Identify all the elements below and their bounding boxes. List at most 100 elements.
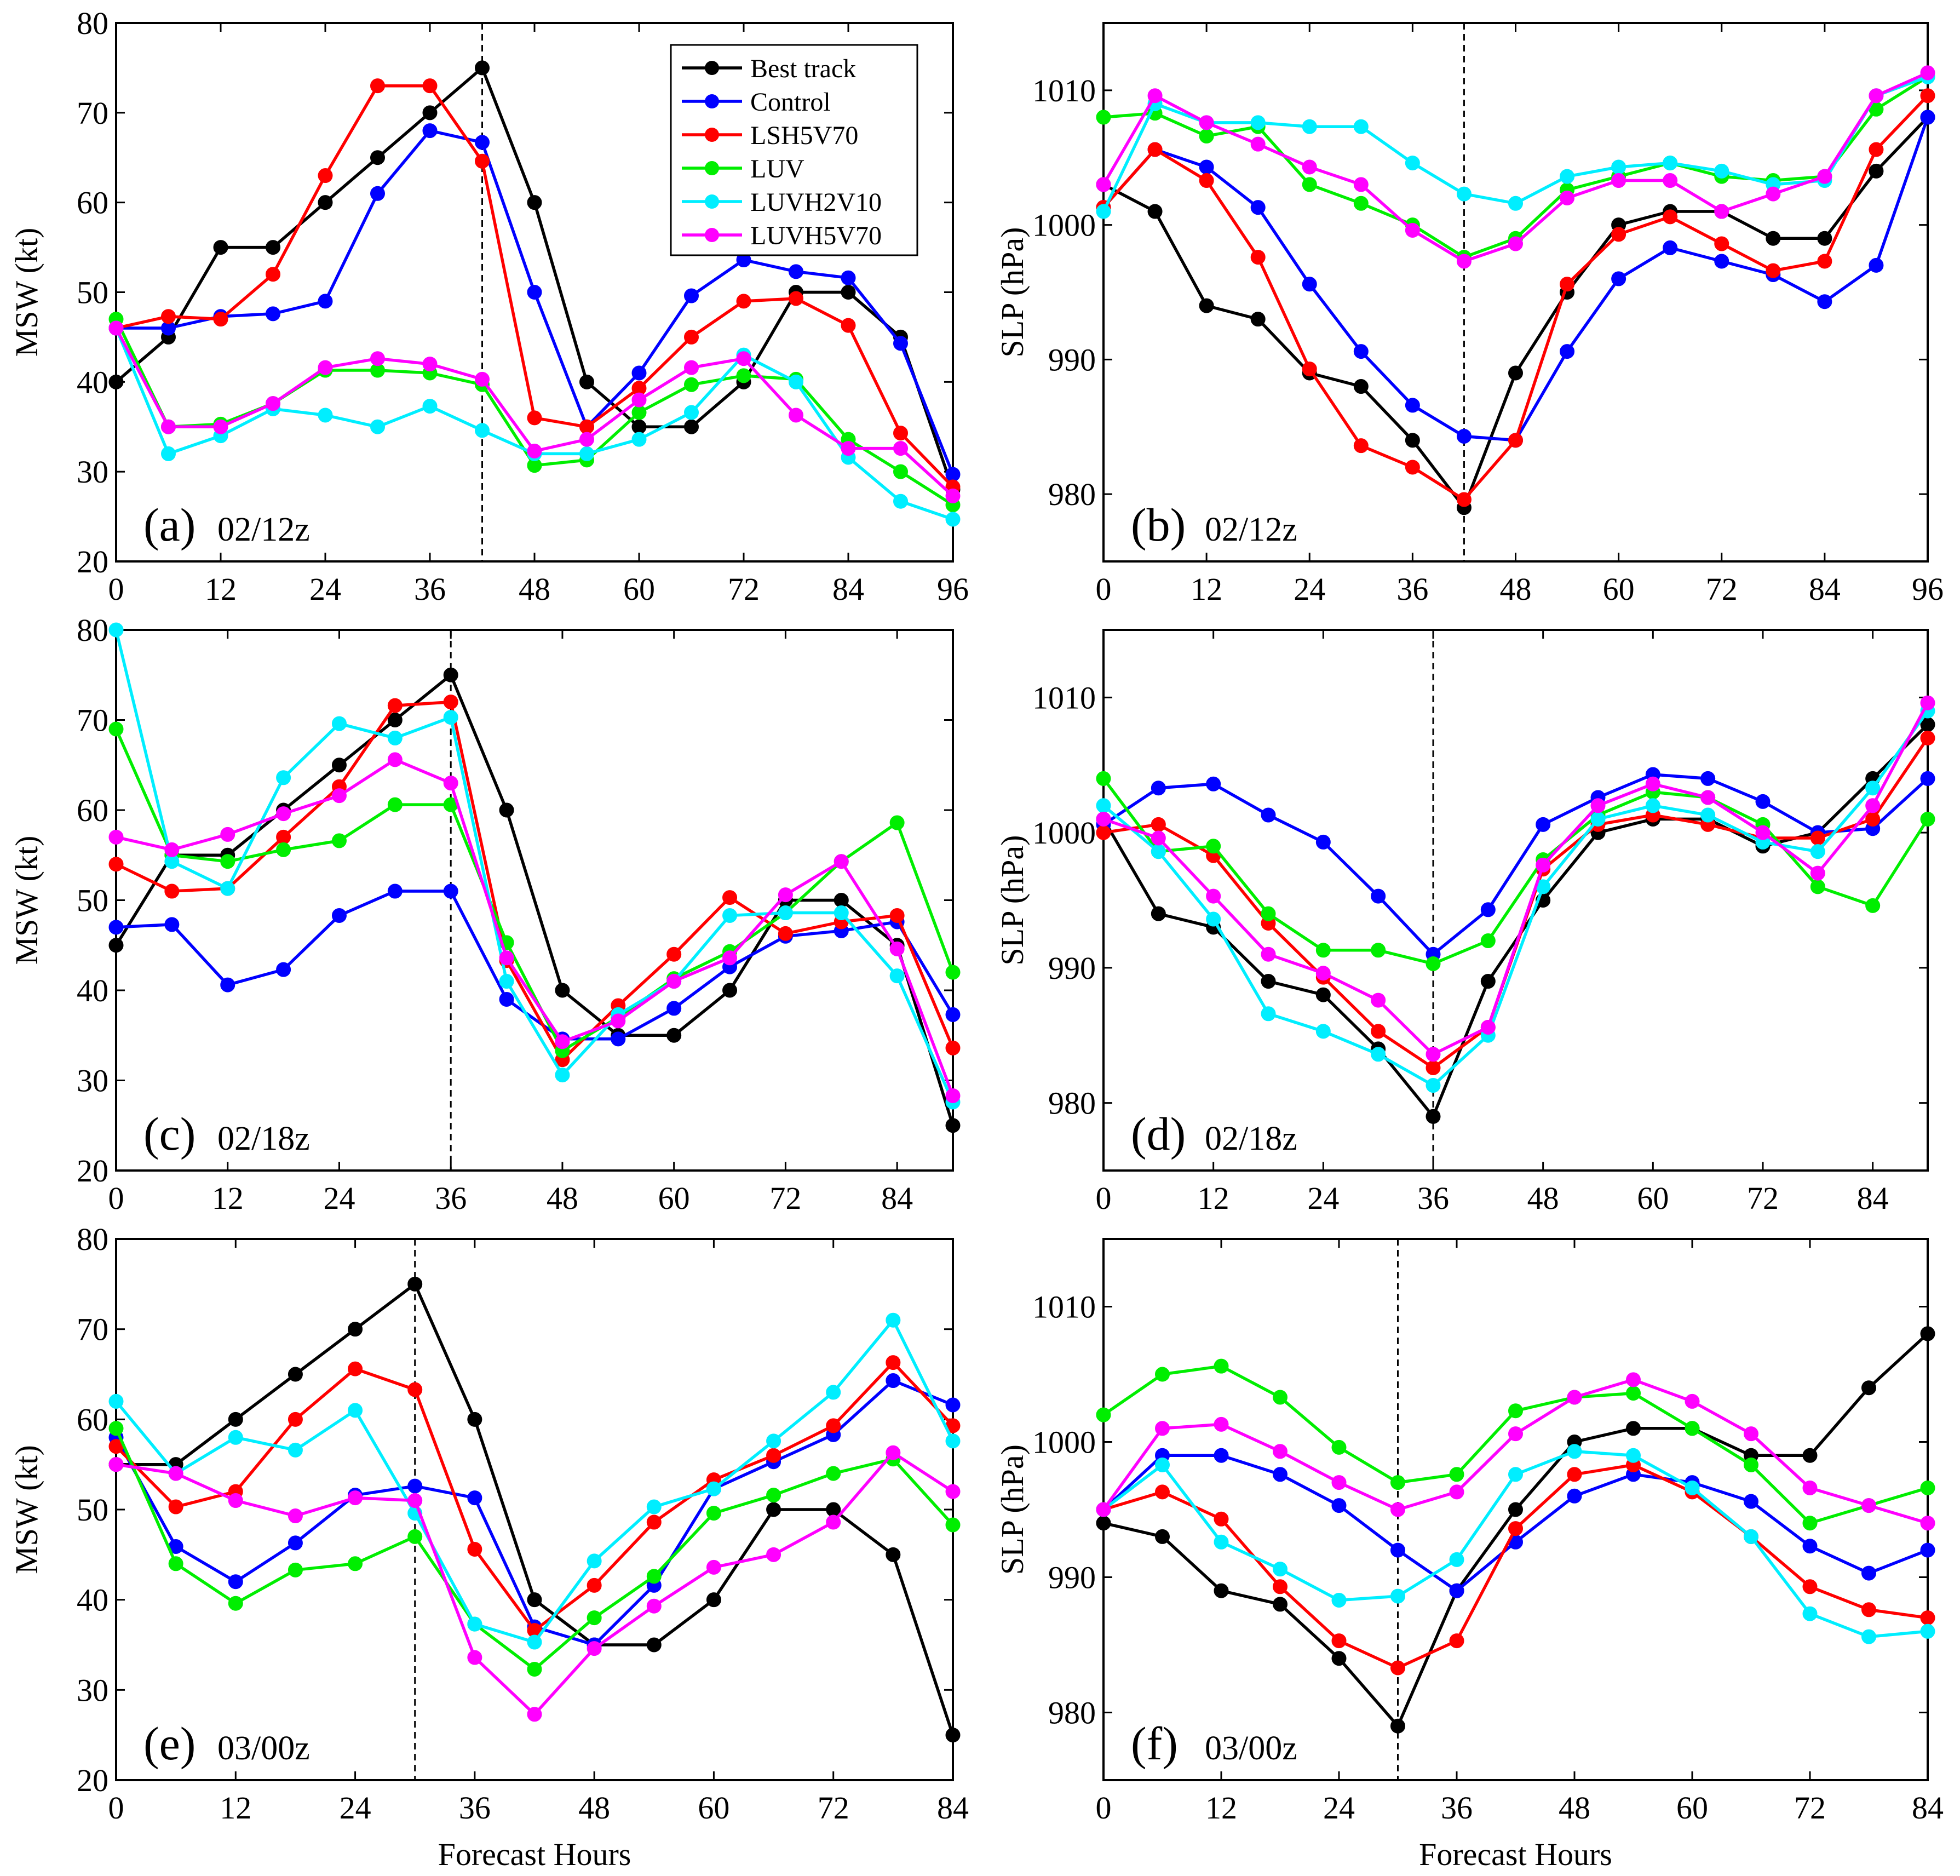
x-tick-label: 72 bbox=[818, 1790, 849, 1826]
legend-item: Best track bbox=[682, 54, 856, 83]
data-point bbox=[1302, 119, 1317, 134]
x-tick-label: 72 bbox=[1747, 1180, 1779, 1216]
data-point bbox=[1920, 1480, 1935, 1495]
data-point bbox=[1744, 1457, 1758, 1472]
legend-label: Control bbox=[750, 88, 831, 117]
data-point bbox=[475, 60, 490, 76]
x-tick-label: 60 bbox=[1676, 1790, 1708, 1826]
data-point bbox=[1250, 312, 1266, 327]
init-time-label: 02/18z bbox=[1205, 1120, 1297, 1157]
data-point bbox=[331, 788, 347, 804]
data-point bbox=[168, 1499, 183, 1514]
data-point bbox=[1626, 1421, 1641, 1436]
y-tick-label: 990 bbox=[1048, 342, 1096, 377]
data-point bbox=[1920, 1516, 1935, 1531]
x-tick-label: 48 bbox=[547, 1180, 578, 1216]
data-point bbox=[1199, 115, 1214, 130]
data-point bbox=[826, 1466, 841, 1481]
data-point bbox=[1096, 798, 1111, 813]
data-point bbox=[1920, 1542, 1935, 1558]
data-point bbox=[108, 374, 124, 389]
data-point bbox=[387, 752, 403, 767]
data-point bbox=[555, 983, 570, 998]
legend-marker bbox=[705, 94, 719, 108]
data-point bbox=[422, 357, 438, 372]
data-point bbox=[164, 917, 180, 932]
series-line bbox=[1103, 702, 1929, 1056]
data-point bbox=[228, 1574, 243, 1590]
data-point bbox=[161, 446, 176, 461]
y-tick-label: 30 bbox=[77, 1672, 108, 1708]
x-tick-label: 36 bbox=[414, 571, 446, 607]
data-point bbox=[579, 432, 594, 447]
data-point bbox=[443, 710, 458, 725]
data-point bbox=[1390, 1718, 1405, 1734]
data-point bbox=[1302, 277, 1317, 292]
data-point bbox=[611, 1031, 626, 1047]
data-point bbox=[1810, 844, 1825, 859]
data-point bbox=[706, 1592, 721, 1608]
legend-item: Control bbox=[682, 88, 831, 117]
data-point bbox=[1353, 344, 1369, 359]
data-point bbox=[1920, 695, 1935, 710]
data-point bbox=[108, 721, 124, 737]
chart-panel-c: 0 12 24 36 48 60 72 84 20 30 40 50 60 70 80 MSW (kt) (c)… bbox=[9, 612, 961, 1216]
y-tick-label: 40 bbox=[77, 364, 108, 400]
data-point bbox=[1151, 781, 1166, 796]
data-point bbox=[422, 78, 438, 94]
data-point bbox=[1802, 1516, 1818, 1531]
data-point bbox=[1426, 1047, 1441, 1062]
data-point bbox=[1096, 1407, 1111, 1422]
data-point bbox=[1508, 433, 1523, 448]
data-point bbox=[587, 1553, 602, 1569]
legend: Best track Control LSH5V70 LUV LUVH2V10 LUVH5… bbox=[670, 44, 918, 256]
data-point bbox=[475, 153, 490, 169]
data-point bbox=[945, 1088, 961, 1103]
y-tick-label: 20 bbox=[77, 1153, 108, 1189]
data-point bbox=[276, 842, 291, 857]
legend-label: LUVH2V10 bbox=[750, 188, 882, 217]
panel-label: (f) bbox=[1131, 1717, 1178, 1770]
data-point bbox=[1714, 254, 1729, 269]
data-point bbox=[1155, 1457, 1170, 1472]
data-point bbox=[527, 285, 542, 300]
data-point bbox=[1214, 1416, 1229, 1432]
x-tick-label: 48 bbox=[519, 571, 550, 607]
data-point bbox=[1626, 1386, 1641, 1401]
chart-panel-e: 0 12 24 36 48 60 72 84 20 30 40 50 60 70 80 MSW (kt) For… bbox=[9, 1221, 969, 1872]
x-tick-label: 36 bbox=[1417, 1180, 1449, 1216]
x-tick-label: 84 bbox=[1912, 1790, 1944, 1826]
legend-item: LUVH5V70 bbox=[682, 221, 882, 250]
data-point bbox=[266, 240, 280, 255]
data-point bbox=[1155, 1529, 1170, 1544]
data-point bbox=[220, 977, 235, 992]
x-tick-label: 60 bbox=[1637, 1180, 1669, 1216]
data-point bbox=[318, 360, 333, 375]
x-tick-label: 24 bbox=[309, 571, 341, 607]
data-point bbox=[841, 318, 856, 333]
y-tick-label: 30 bbox=[77, 454, 108, 490]
data-point bbox=[370, 150, 385, 165]
data-point bbox=[1250, 136, 1266, 152]
data-point bbox=[164, 842, 180, 857]
data-point bbox=[1869, 142, 1884, 157]
data-point bbox=[499, 802, 514, 818]
data-point bbox=[1802, 1579, 1818, 1594]
y-tick-label: 1000 bbox=[1032, 1425, 1096, 1460]
data-point bbox=[1331, 1633, 1347, 1649]
data-point bbox=[587, 1577, 602, 1593]
data-point bbox=[1865, 798, 1881, 813]
data-point bbox=[288, 1562, 303, 1577]
chart-panel-d: 0 12 24 36 48 60 72 84 980 990 1000 1010 SLP (hPa) (d… bbox=[995, 629, 1935, 1216]
data-point bbox=[370, 351, 385, 366]
data-point bbox=[220, 827, 235, 842]
data-point bbox=[348, 1361, 363, 1376]
data-point bbox=[1449, 1552, 1464, 1567]
data-point bbox=[1590, 811, 1606, 827]
data-point bbox=[1567, 1467, 1582, 1482]
data-point bbox=[1508, 1426, 1523, 1442]
data-point bbox=[318, 294, 333, 309]
data-point bbox=[213, 419, 228, 434]
data-point bbox=[1250, 200, 1266, 215]
init-time-label: 02/12z bbox=[217, 511, 310, 548]
